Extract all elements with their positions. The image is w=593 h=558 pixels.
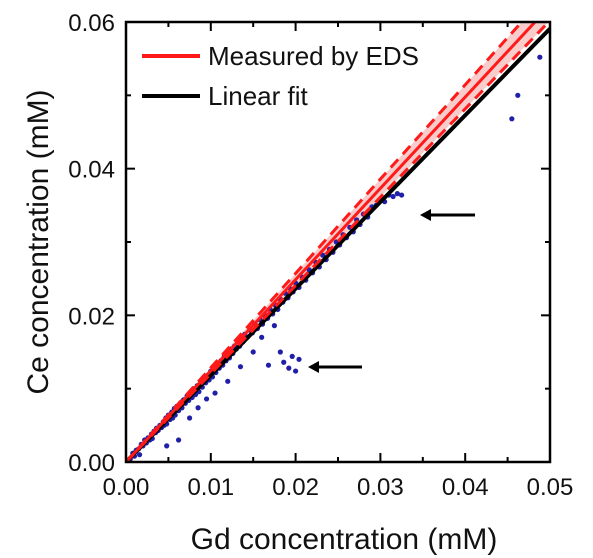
data-point <box>237 364 244 370</box>
annotation-arrow-upper <box>420 209 475 221</box>
series-line-measured <box>126 22 538 462</box>
data-point <box>187 415 193 421</box>
data-point <box>515 92 521 98</box>
data-point <box>390 193 396 200</box>
legend-label-linear-fit: Linear fit <box>208 81 308 111</box>
data-point <box>293 368 299 374</box>
annotation-arrow-lower <box>308 361 362 373</box>
y-tick-label: 0.06 <box>68 10 115 37</box>
x-tick-label: 0.04 <box>442 474 489 501</box>
x-tick-label: 0.03 <box>357 474 404 501</box>
data-point <box>537 54 543 60</box>
data-point <box>296 356 302 362</box>
data-point <box>286 365 292 371</box>
legend: Measured by EDS Linear fit <box>142 41 419 111</box>
y-axis-label: Ce concentration (mM) <box>22 89 55 394</box>
y-tick-label: 0.00 <box>68 450 115 477</box>
data-point <box>175 437 182 443</box>
data-point <box>277 349 283 355</box>
y-tick-label: 0.02 <box>68 303 115 330</box>
series-line-upper-bound <box>126 22 524 462</box>
data-point <box>281 359 287 365</box>
data-point <box>399 192 405 198</box>
y-tick-label: 0.04 <box>68 157 115 184</box>
data-point <box>271 323 277 329</box>
data-point <box>225 378 231 384</box>
x-axis-label: Gd concentration (mM) <box>191 523 498 556</box>
data-point <box>203 396 210 402</box>
legend-label-measured: Measured by EDS <box>208 41 419 71</box>
plot-clip-group <box>126 22 550 462</box>
data-point <box>259 334 265 340</box>
data-point <box>250 349 256 355</box>
plot-area <box>126 22 550 462</box>
data-point <box>136 452 143 458</box>
x-tick-label: 0.02 <box>272 474 319 501</box>
x-tick-label: 0.00 <box>103 474 150 501</box>
data-point <box>164 443 170 449</box>
data-point <box>265 362 272 368</box>
series-line-lower-bound <box>126 22 550 462</box>
data-point <box>509 116 515 122</box>
x-tick-label: 0.01 <box>187 474 234 501</box>
series-line-linear-fit <box>126 27 550 462</box>
x-tick-label: 0.05 <box>527 474 574 501</box>
data-point <box>212 390 218 396</box>
data-point <box>394 191 400 197</box>
axes: 0.00 0.01 0.02 0.03 0.04 0.05 0.00 0.02 0.04 0.06 <box>68 10 573 501</box>
data-point <box>289 353 295 359</box>
data-point <box>195 405 201 411</box>
